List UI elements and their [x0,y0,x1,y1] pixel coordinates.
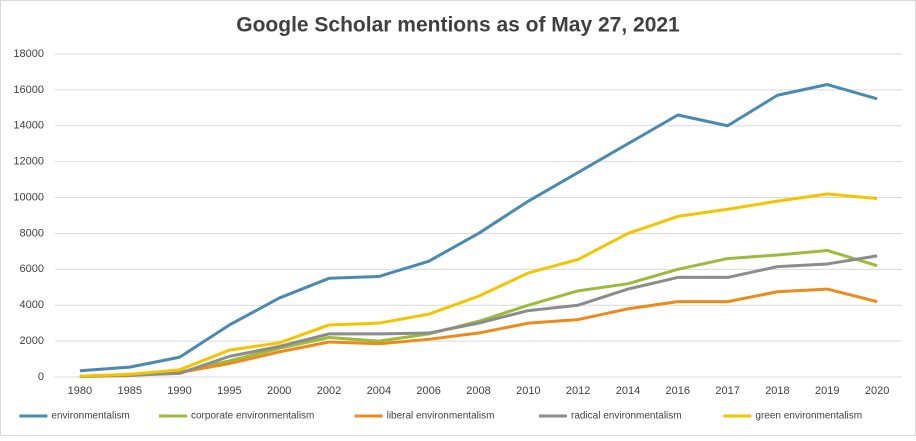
y-tick-label: 10000 [13,191,44,203]
y-tick-label: 8000 [20,227,44,239]
x-tick-label: 2014 [616,385,640,397]
y-tick-label: 14000 [13,120,44,132]
x-tick-label: 1985 [117,385,141,397]
x-tick-label: 2006 [416,385,440,397]
y-tick-label: 6000 [20,263,44,275]
x-tick-label: 1990 [167,385,191,397]
legend-label: corporate environmentalism [191,411,314,422]
x-tick-label: 2019 [815,385,839,397]
x-tick-label: 2020 [865,385,889,397]
x-tick-label: 2000 [267,385,291,397]
x-tick-label: 2016 [666,385,690,397]
x-tick-label: 2010 [516,385,540,397]
chart-title: Google Scholar mentions as of May 27, 20… [236,14,680,37]
legend-label: liberal environmentalism [387,411,495,422]
y-tick-label: 0 [38,371,44,383]
series-line [79,192,878,378]
x-tick-label: 2002 [317,385,341,397]
x-tick-label: 1980 [68,385,92,397]
series-line [79,248,878,378]
series-line [79,254,878,378]
legend-label: environmentalism [51,411,129,422]
x-tick-label: 2008 [466,385,490,397]
y-tick-label: 12000 [13,156,44,168]
y-tick-label: 2000 [20,335,44,347]
x-tick-label: 1995 [217,385,241,397]
x-tick-label: 2017 [715,385,739,397]
y-tick-label: 18000 [13,48,44,60]
x-tick-label: 2012 [566,385,590,397]
y-tick-label: 16000 [13,84,44,96]
x-tick-label: 2004 [367,385,391,397]
legend-label: radical environmentalism [571,411,682,422]
legend-label: green environmentalism [755,411,862,422]
x-tick-label: 2018 [765,385,789,397]
series-line [79,83,878,373]
y-tick-label: 4000 [20,299,44,311]
series-line [79,287,878,378]
